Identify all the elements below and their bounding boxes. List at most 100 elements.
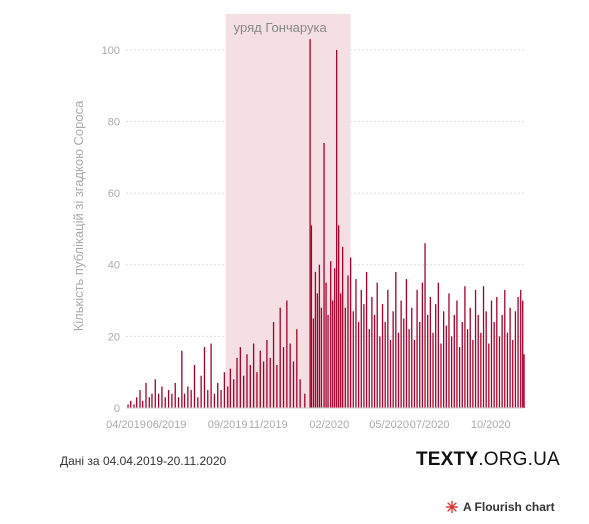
bar-2020-01-14 (316, 293, 319, 408)
bar-2020-03-20 (360, 289, 362, 408)
bar-2019-05-10 (151, 393, 153, 408)
bar-2019-09-25 (243, 375, 245, 408)
bar-2019-08-07 (210, 343, 212, 408)
bar-2020-01-30 (327, 314, 329, 408)
bar-2020-08-27 (466, 329, 469, 408)
chart-svg: уряд Гончарука 0 20 40 60 80 100 04/2019 06/20… (71, 14, 525, 431)
bar-2020-10-26 (506, 332, 509, 408)
bar-2019-04-26 (142, 400, 144, 408)
bar-2020-06-04 (411, 307, 413, 408)
bar-2019-05-20 (157, 393, 160, 408)
bar-2020-06-20 (421, 282, 424, 408)
bar-2020-03-12 (355, 279, 357, 408)
bar-2019-05-15 (154, 379, 156, 408)
bar-2020-03-28 (365, 271, 368, 408)
bar-2019-06-24 (181, 350, 183, 408)
bar-2020-04-05 (371, 296, 373, 408)
bar-2020-10-22 (504, 289, 506, 408)
bar-2019-11-09 (272, 322, 275, 408)
bar-2019-10-05 (249, 365, 251, 408)
bar-2019-09-15 (236, 357, 238, 408)
bar-2019-09-10 (233, 379, 235, 408)
bar-2019-12-14 (296, 329, 298, 408)
bar-2019-12-04 (289, 343, 291, 408)
bar-2020-01-11 (314, 271, 317, 408)
texty-logo[interactable]: TEXTY.ORG.UA (416, 449, 560, 471)
flourish-spoke (447, 502, 451, 506)
government-period-label: уряд Гончарука (234, 20, 328, 35)
bar-2020-01-08 (312, 318, 315, 408)
bar-2020-05-15 (397, 332, 400, 408)
bar-2020-11-15 (520, 289, 522, 408)
y-tick-label-60: 60 (108, 188, 120, 200)
bar-2019-05-01 (145, 382, 147, 408)
flourish-label: A Flourish chart (463, 500, 555, 514)
bar-2020-08-15 (458, 347, 461, 408)
flourish-credit-link[interactable]: A Flourish chart (446, 500, 555, 514)
bar-2019-09-05 (229, 368, 232, 408)
x-tick-label-04-2019: 04/2019 (106, 419, 146, 431)
logo-bold-part: TEXTY (416, 449, 479, 470)
bar-2020-02-21 (342, 246, 344, 408)
bar-2020-09-20 (482, 286, 485, 408)
bar-2020-08-03 (450, 336, 453, 408)
bar-2020-03-16 (357, 322, 360, 408)
bar-2020-05-31 (408, 329, 410, 408)
bar-2019-10-15 (256, 372, 258, 408)
x-tick-label-05-2020: 05/2020 (369, 419, 409, 431)
y-tick-label-0: 0 (114, 403, 120, 415)
bar-2020-08-07 (453, 314, 455, 408)
bar-2020-04-29 (387, 289, 389, 408)
government-period-band (225, 14, 351, 408)
bar-2019-04-22 (139, 390, 141, 408)
bar-2020-08-31 (469, 307, 471, 408)
bar-2020-07-02 (429, 296, 432, 408)
x-tick-label-06-2019: 06/2019 (147, 419, 187, 431)
bar-2020-02-09 (334, 268, 336, 408)
bar-2020-05-19 (400, 300, 402, 408)
bar-2020-04-25 (384, 322, 386, 408)
bar-2019-11-29 (286, 300, 288, 408)
bar-2019-04-17 (136, 397, 138, 408)
bar-2019-08-17 (217, 382, 219, 408)
x-tick-label-09-2019: 09/2019 (208, 419, 248, 431)
bar-2020-01-20 (320, 307, 323, 408)
bar-2020-10-02 (490, 300, 493, 408)
bar-2019-07-03 (187, 386, 189, 408)
x-tick-label-02-2020: 02/2020 (309, 419, 349, 431)
bar-2020-04-09 (373, 314, 376, 408)
bar-2020-09-24 (485, 311, 487, 408)
bar-2020-02-25 (344, 307, 346, 408)
bar-2020-10-06 (493, 322, 495, 408)
bar-2020-03-08 (352, 311, 354, 408)
bar-2020-08-11 (456, 300, 458, 408)
bar-2020-04-17 (379, 336, 381, 408)
bar-2019-10-20 (259, 350, 261, 408)
bar-2020-11-11 (517, 296, 519, 408)
bar-2019-11-24 (282, 347, 285, 408)
bar-2020-03-04 (349, 257, 352, 408)
bar-2019-06-14 (174, 382, 176, 408)
x-tick-label-07-2020: 07/2020 (410, 419, 450, 431)
data-range-note: Дані за 04.04.2019-20.11.2020 (60, 454, 227, 468)
bar-2019-06-19 (177, 397, 180, 408)
bar-2019-07-08 (190, 390, 192, 408)
bar-2019-08-22 (220, 390, 222, 408)
y-tick-label-80: 80 (108, 116, 120, 128)
bar-2019-11-04 (269, 357, 271, 408)
bar-2019-12-09 (292, 361, 295, 408)
bar-2019-05-30 (164, 397, 166, 408)
bar-2020-07-30 (448, 293, 450, 408)
y-axis-title: Кількість публікацій зі згадкою Сороса (71, 100, 86, 331)
bar-2020-11-18 (522, 300, 524, 408)
bar-2020-04-21 (381, 304, 384, 408)
bar-2020-07-26 (445, 325, 447, 408)
bar-2020-02-29 (347, 275, 349, 408)
bar-2019-07-28 (203, 347, 206, 408)
bar-2019-10-30 (266, 339, 268, 408)
bar-2019-06-04 (167, 390, 170, 408)
bar-2020-03-24 (363, 304, 365, 408)
bar-2020-06-16 (419, 322, 421, 408)
bar-2020-06-12 (416, 289, 418, 408)
flourish-spoke (453, 508, 457, 512)
